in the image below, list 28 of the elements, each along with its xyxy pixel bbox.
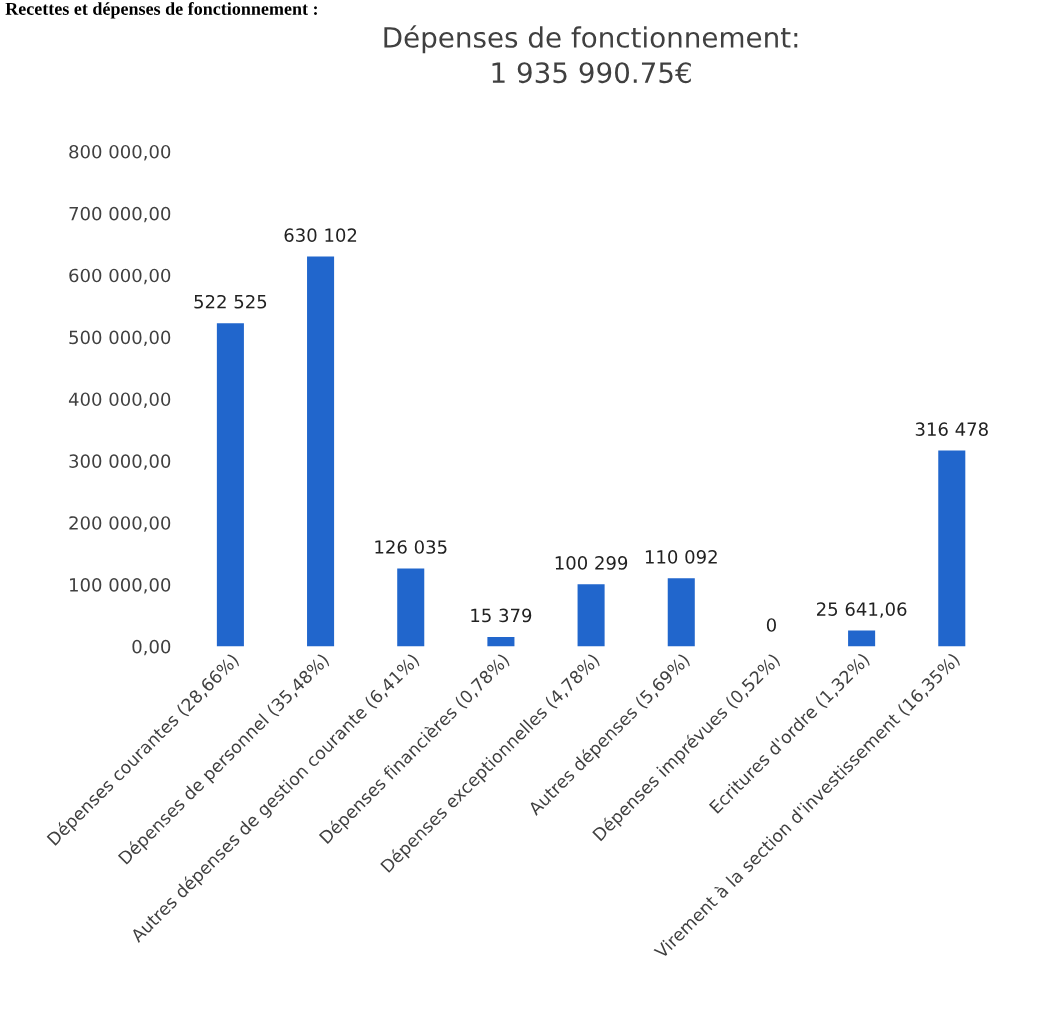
y-tick-label: 0,00 [132, 639, 171, 656]
data-label: 0 [766, 618, 776, 632]
data-label: 100 299 [555, 556, 628, 570]
y-tick-label: 500 000,00 [69, 330, 171, 347]
data-label: 630 102 [284, 228, 357, 242]
bar [397, 568, 425, 647]
y-tick-label: 300 000,00 [69, 454, 171, 470]
data-label: 25 641,06 [816, 602, 907, 618]
y-tick-label: 100 000,00 [70, 578, 171, 594]
bar [216, 323, 244, 647]
text: Recettes et dépenses de fonctionnement : [5, 2, 317, 19]
y-tick-label: 800 000,00 [69, 144, 171, 161]
y-tick-label: 700 000,00 [69, 206, 171, 223]
y-tick-label: 400 000,00 [68, 392, 171, 408]
chart-title: Dépenses de fonctionnement: 1 935 990.75€ [384, 25, 798, 84]
y-tick-label: 600 000,00 [69, 268, 171, 285]
bar [307, 256, 335, 647]
bar [938, 450, 966, 647]
data-label: 15 379 [471, 608, 532, 623]
y-tick-label: 200 000,00 [69, 516, 171, 532]
data-label: 110 092 [645, 550, 717, 564]
bar [848, 630, 876, 647]
bar [667, 578, 695, 647]
data-label: 126 035 [375, 540, 447, 554]
data-label: 316 478 [915, 422, 988, 437]
bar [577, 584, 605, 647]
data-label: 522 525 [194, 294, 267, 309]
bar [487, 636, 515, 647]
